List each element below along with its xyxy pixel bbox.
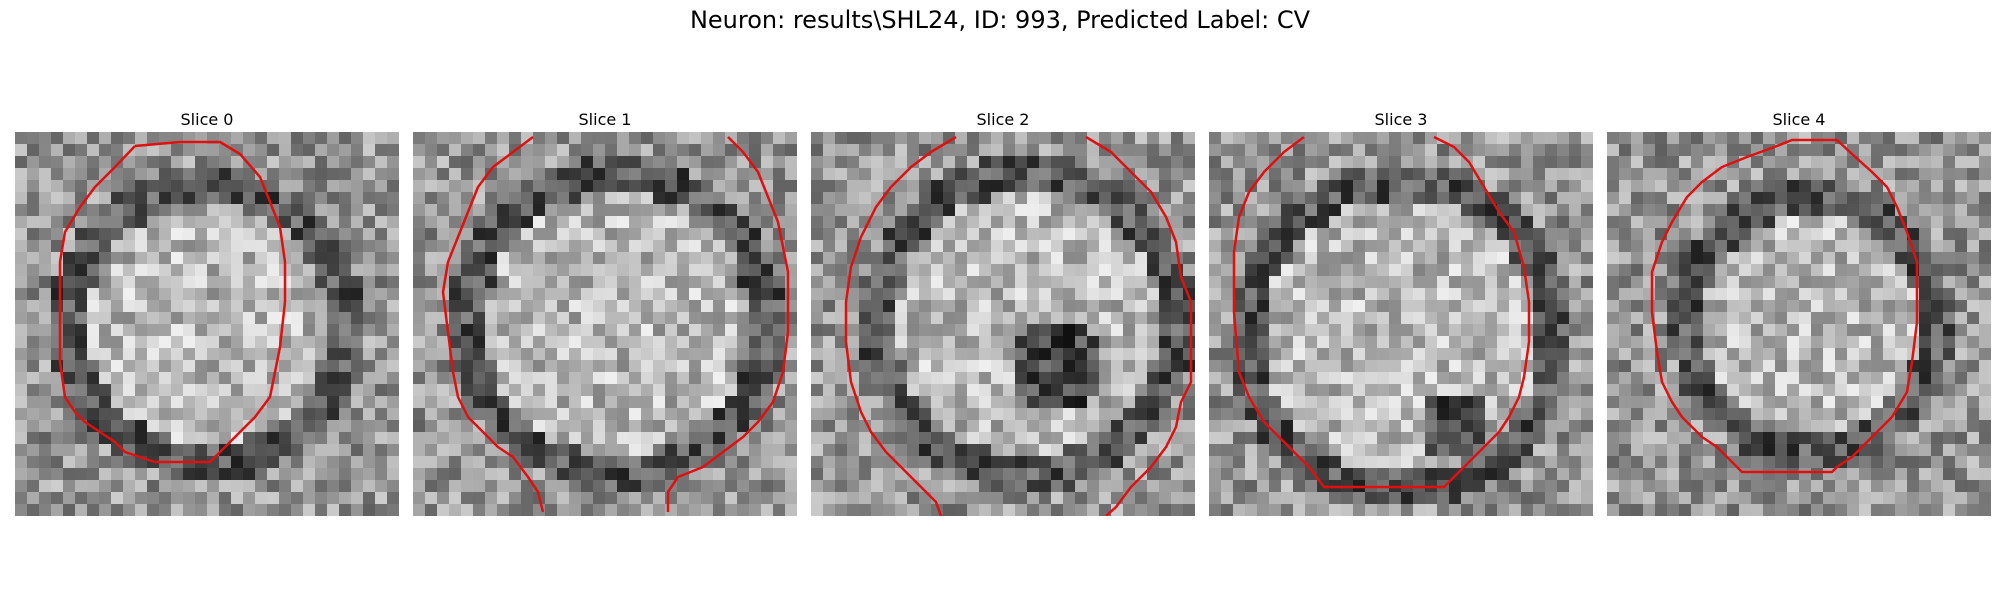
slice-panel-1: Slice 1 xyxy=(413,108,797,516)
slice-image-4 xyxy=(1607,132,1991,516)
contour-line xyxy=(1650,138,1919,474)
slice-panel-0: Slice 0 xyxy=(15,108,399,516)
slice-title-3: Slice 3 xyxy=(1374,110,1428,129)
slice-title-4: Slice 4 xyxy=(1772,110,1826,129)
slice-title-0: Slice 0 xyxy=(180,110,234,129)
slice-image-3 xyxy=(1209,132,1593,516)
slice-panel-3: Slice 3 xyxy=(1209,108,1593,516)
contour-line xyxy=(844,135,957,516)
slice-panel-4: Slice 4 xyxy=(1607,108,1991,516)
figure-title: Neuron: results\SHL24, ID: 993, Predicte… xyxy=(689,6,1311,34)
contour-line xyxy=(666,136,790,512)
contour-line xyxy=(1085,135,1193,516)
slice-image-1 xyxy=(413,132,797,516)
contour-line xyxy=(441,136,545,513)
slice-title-1: Slice 1 xyxy=(578,110,632,129)
contour-line xyxy=(58,140,287,464)
slice-panel-2: Slice 2 xyxy=(811,108,1195,516)
slice-image-2 xyxy=(811,132,1195,516)
slice-image-0 xyxy=(15,132,399,516)
contour-line xyxy=(1232,135,1531,489)
slice-title-2: Slice 2 xyxy=(976,110,1030,129)
